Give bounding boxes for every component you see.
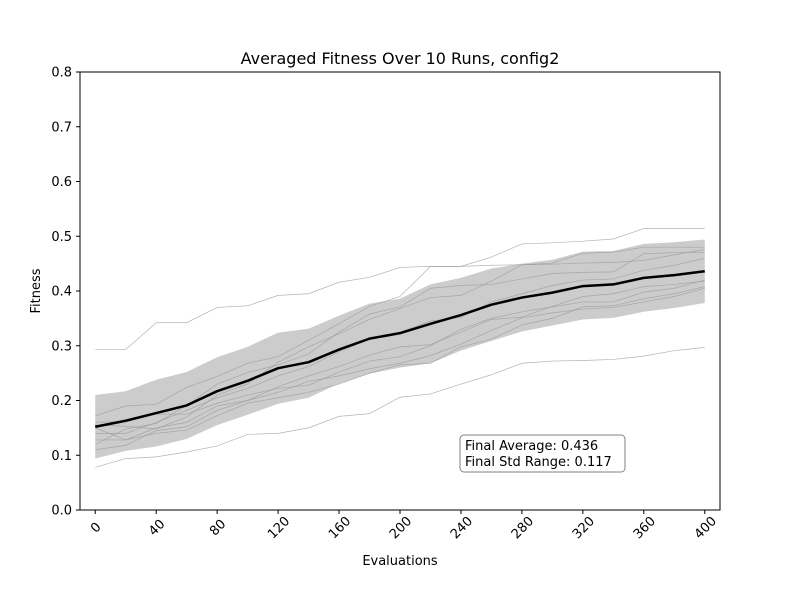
run-line-5 xyxy=(95,251,705,445)
run-line-3 xyxy=(95,246,705,417)
annotation-final-average: Final Average: 0.436 xyxy=(465,439,598,454)
annotation-final-std-range: Final Std Range: 0.117 xyxy=(465,455,612,470)
run-line-7 xyxy=(95,280,705,451)
run-line-2 xyxy=(95,347,705,468)
run-line-8 xyxy=(95,279,705,423)
y-tick-label: 0.0 xyxy=(51,504,72,519)
chart-title: Averaged Fitness Over 10 Runs, config2 xyxy=(241,49,560,68)
x-axis-label: Evaluations xyxy=(362,554,438,569)
y-axis: 0.0 0.1 0.2 0.3 0.4 0.5 0.6 0.7 0.8 xyxy=(51,66,80,519)
y-axis-label: Fitness xyxy=(29,268,44,313)
y-tick-label: 0.8 xyxy=(51,66,72,81)
x-axis: 0 40 80 120 160 200 240 280 320 360 400 xyxy=(88,510,720,542)
run-line-4 xyxy=(95,249,705,430)
run-line-10 xyxy=(95,286,705,441)
std-band xyxy=(95,239,705,459)
run-line-9 xyxy=(95,287,705,441)
y-tick-label: 0.4 xyxy=(51,285,72,300)
plot-area xyxy=(94,228,705,468)
y-tick-label: 0.6 xyxy=(51,175,72,190)
y-tick-label: 0.5 xyxy=(51,230,72,245)
annotation-box: Final Average: 0.436 Final Std Range: 0.… xyxy=(459,434,626,473)
y-tick-label: 0.3 xyxy=(51,339,72,354)
annotation-frame xyxy=(459,434,626,473)
y-tick-label: 0.2 xyxy=(51,394,72,409)
y-tick-label: 0.1 xyxy=(51,449,72,464)
run-line-1 xyxy=(95,228,705,350)
average-line xyxy=(94,270,705,429)
y-tick-label: 0.7 xyxy=(51,120,72,135)
